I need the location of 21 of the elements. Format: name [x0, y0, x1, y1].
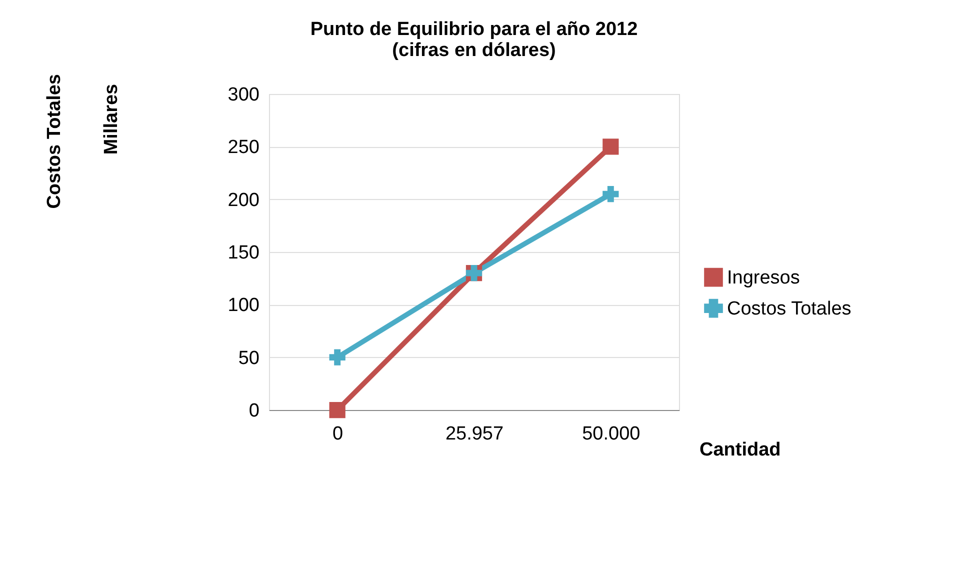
y-tick-label: 0 — [248, 400, 260, 422]
y-tick-label: 250 — [228, 137, 260, 158]
point — [602, 138, 619, 155]
y-tick-label: 300 — [228, 84, 260, 106]
x-tick-label: 50.000 — [582, 424, 640, 444]
point — [329, 349, 346, 366]
x-axis-title: Cantidad — [700, 440, 781, 460]
legend-label: Costos Totales — [727, 298, 852, 320]
x-tick-label: 25.957 — [445, 424, 504, 444]
x-tick-label: 0 — [332, 424, 344, 444]
text: Costos Totales — [44, 74, 65, 209]
y-tick-label: 50 — [238, 348, 260, 369]
y-tick-label: 150 — [228, 242, 260, 264]
legend-label: Ingresos — [727, 267, 800, 288]
y-tick-label: 200 — [228, 190, 260, 211]
text: Millares — [101, 84, 122, 155]
point — [602, 186, 619, 202]
text: Punto de Equilibrio para el año 2012 — [310, 19, 638, 40]
text: (cifras en dólares) — [392, 40, 556, 62]
point — [329, 402, 346, 418]
y-tick-label: 100 — [228, 295, 260, 316]
